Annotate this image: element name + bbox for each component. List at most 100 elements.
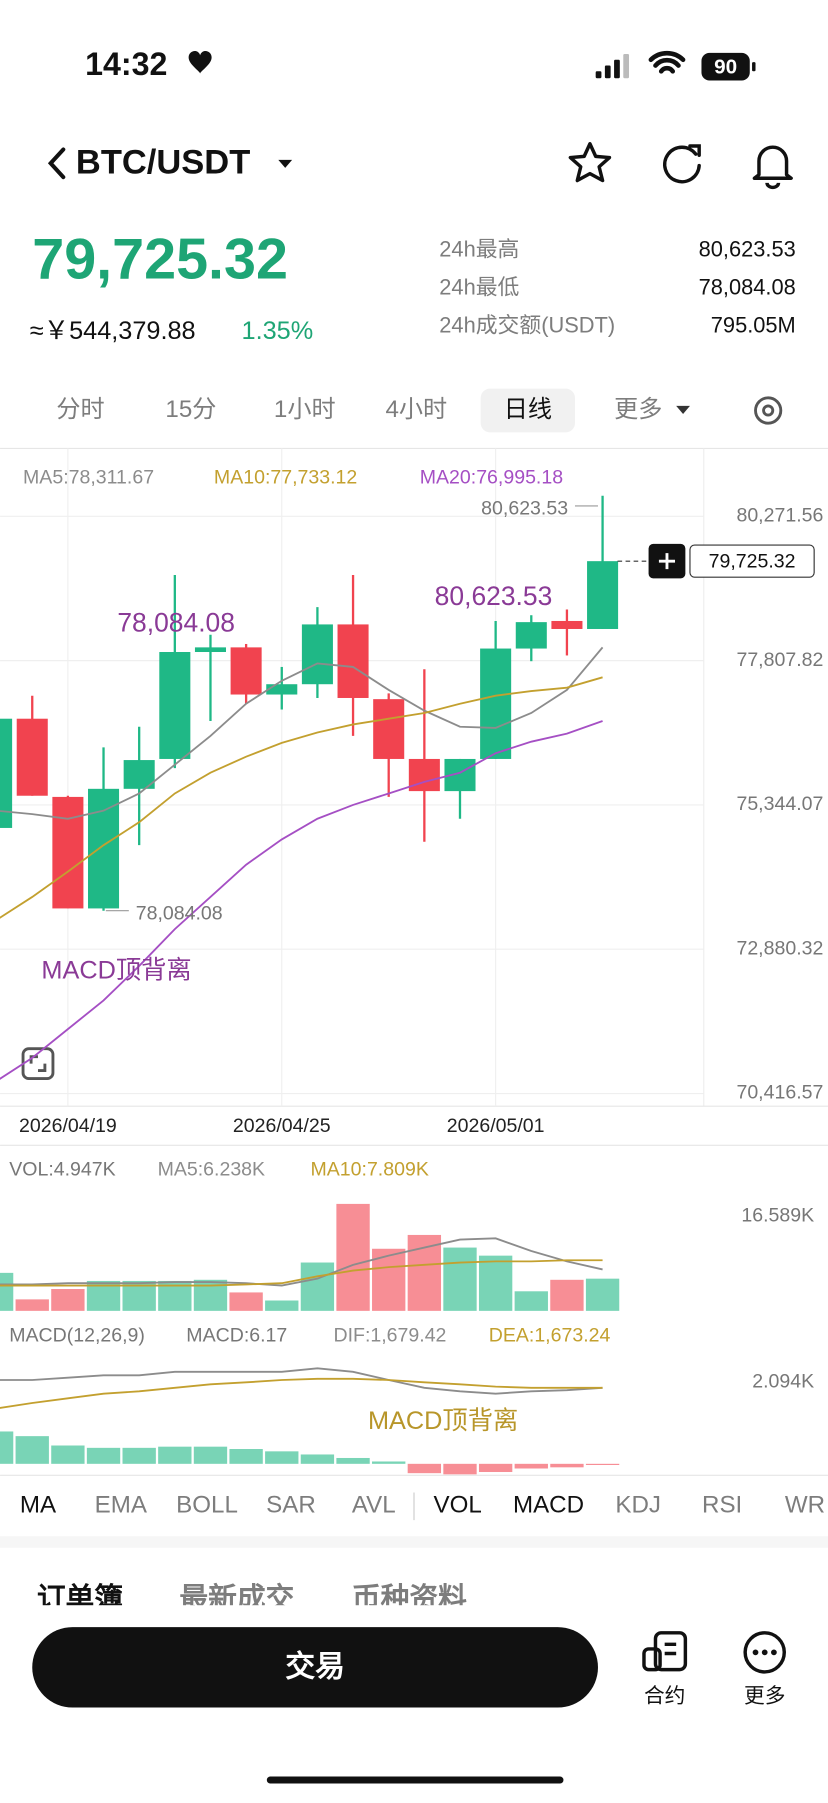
bar	[514, 1291, 548, 1311]
x-tick-label: 2026/04/25	[233, 1115, 331, 1137]
candle-body	[230, 647, 262, 695]
interval-tab[interactable]: 更多	[614, 396, 662, 423]
bar	[0, 1272, 14, 1311]
contract-label[interactable]: 合约	[644, 1685, 685, 1708]
bar	[407, 1463, 442, 1474]
settings-button[interactable]	[754, 396, 783, 425]
indicator-tab[interactable]: MACD	[513, 1492, 584, 1519]
indicator-tab[interactable]: BOLL	[176, 1492, 238, 1519]
candle-body	[16, 718, 48, 796]
legend-title: MACD(12,26,9)	[9, 1324, 145, 1346]
more-dropdown[interactable]	[676, 405, 690, 414]
trade-label[interactable]: 交易	[285, 1649, 345, 1683]
annotation: MACD顶背离	[368, 1407, 518, 1435]
pair-title[interactable]: BTC/USDT	[76, 144, 250, 182]
battery-level: 90	[714, 55, 737, 78]
indicator-tab[interactable]: MA	[20, 1492, 57, 1519]
interval-tab[interactable]: 15分	[165, 396, 216, 423]
bar	[15, 1436, 49, 1464]
price-change: 1.35%	[242, 317, 314, 345]
more-icon[interactable]	[743, 1631, 786, 1674]
bar	[0, 1431, 14, 1464]
indicator-tab[interactable]: EMA	[95, 1492, 148, 1519]
indicator-tab[interactable]: WR	[785, 1492, 825, 1519]
y-tick-label: 72,880.32	[736, 937, 823, 959]
ma-line	[0, 676, 603, 919]
status-time: 14:32	[85, 46, 167, 82]
heart-icon	[188, 51, 212, 74]
legend-item: VOL:4.947K	[9, 1159, 115, 1181]
indicator-tab[interactable]: SAR	[266, 1492, 316, 1519]
bar	[265, 1300, 299, 1311]
bar	[229, 1449, 263, 1464]
x-tick-label: 2026/04/19	[19, 1115, 117, 1137]
legend-item: DEA:1,673.24	[489, 1324, 611, 1346]
candle-body	[0, 718, 13, 828]
contract-icon[interactable]	[642, 1631, 688, 1672]
stat-value: 80,623.53	[699, 236, 796, 261]
indicator-line	[0, 1237, 603, 1287]
y-tick-label: 70,416.57	[736, 1082, 823, 1104]
candle-body	[551, 620, 583, 629]
home-indicator	[266, 1776, 564, 1784]
indicator-tab[interactable]: RSI	[702, 1492, 742, 1519]
candle-body	[88, 788, 120, 909]
interval-tab[interactable]: 分时	[56, 396, 104, 423]
y-tick-label: 16.589K	[741, 1205, 814, 1227]
more-label[interactable]: 更多	[744, 1685, 785, 1708]
legend-item: MA10:7.809K	[311, 1159, 429, 1181]
indicator-tab[interactable]: AVL	[352, 1492, 396, 1519]
interval-tab[interactable]: 1小时	[274, 396, 336, 423]
candle-body	[159, 652, 191, 759]
legend-item: MA5:78,311.67	[23, 467, 154, 489]
price-plus-sign	[658, 553, 676, 570]
trade-button[interactable]	[32, 1627, 598, 1708]
bar	[478, 1255, 513, 1311]
bar	[443, 1463, 477, 1475]
interval-tab[interactable]: 4小时	[385, 396, 447, 423]
bar	[514, 1463, 548, 1469]
bar	[193, 1446, 228, 1464]
stat-label: 24h成交额(USDT)	[439, 312, 615, 337]
bar	[336, 1457, 370, 1464]
ma-line	[0, 646, 604, 820]
indicator-line	[0, 1367, 603, 1395]
signal-icon	[595, 54, 630, 79]
price-tag	[689, 544, 815, 578]
bar	[51, 1289, 85, 1311]
candle-body	[515, 622, 547, 649]
stat-label: 24h最高	[439, 236, 519, 261]
candle-body	[52, 796, 84, 909]
indicator-tab[interactable]: KDJ	[615, 1492, 661, 1519]
x-tick-label: 2026/05/01	[447, 1115, 545, 1137]
y-tick-label: 80,271.56	[736, 504, 823, 526]
pair-dropdown[interactable]	[278, 159, 293, 168]
legend-item: DIF:1,679.42	[334, 1324, 447, 1346]
favorite-button[interactable]	[568, 142, 612, 183]
bar	[15, 1299, 49, 1311]
bar	[229, 1292, 263, 1311]
y-tick-label: 2.094K	[752, 1370, 814, 1392]
interval-tab[interactable]: 日线	[504, 396, 552, 423]
battery-tip	[752, 62, 756, 72]
annotation: 78,084.08	[117, 607, 235, 637]
back-button[interactable]	[47, 147, 66, 180]
selected-tab-bg	[480, 388, 575, 433]
wifi-icon	[648, 51, 686, 74]
bar	[122, 1447, 156, 1464]
y-tick-label: 75,344.07	[736, 793, 823, 815]
candle-body	[194, 647, 226, 653]
bar	[407, 1234, 442, 1311]
bar	[158, 1446, 192, 1464]
annotation: MACD顶背离	[41, 956, 191, 984]
battery-icon	[701, 52, 750, 81]
price-tag-label: 79,725.32	[709, 550, 796, 572]
bar	[478, 1463, 513, 1473]
alert-button[interactable]	[752, 145, 793, 190]
indicator-tab[interactable]: VOL	[434, 1492, 482, 1519]
annotation: 80,623.53	[481, 498, 568, 520]
share-button[interactable]	[663, 144, 701, 184]
section-gap	[0, 1536, 828, 1548]
candle-body	[337, 624, 369, 698]
